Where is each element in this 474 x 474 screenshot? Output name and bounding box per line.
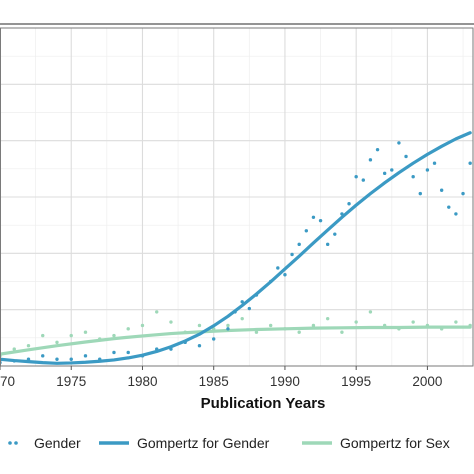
gender-point: [183, 340, 187, 345]
x-tick-label: 1970: [0, 374, 15, 389]
sex-point: [126, 327, 130, 331]
gender-point: [169, 347, 173, 351]
gender-point: [98, 357, 102, 361]
gender-point: [55, 357, 59, 361]
sex-point: [283, 327, 287, 331]
gender-point: [268, 279, 273, 284]
sex-point: [368, 310, 373, 314]
gender-point: [425, 168, 430, 172]
x-axis-title: Publication Years: [201, 395, 326, 412]
gender-point: [333, 232, 337, 236]
sex-point: [183, 330, 187, 334]
gender-point: [276, 266, 280, 270]
sex-point: [98, 337, 102, 341]
gender-point: [297, 242, 301, 247]
gender-point: [454, 212, 458, 216]
x-tick-label: 1995: [341, 374, 371, 389]
gender-point: [382, 171, 387, 176]
gender-point: [226, 327, 230, 331]
sex-point: [112, 333, 116, 338]
sex-point: [226, 323, 230, 328]
gender-point: [254, 293, 259, 297]
sex-point: [83, 330, 88, 334]
gender-point: [140, 354, 145, 358]
gender-point: [432, 161, 437, 165]
legend-gompertz-sex-label: Gompertz for Sex: [340, 435, 450, 451]
x-tick-label: 1975: [56, 374, 86, 389]
sex-point: [69, 333, 73, 338]
gender-point: [155, 347, 159, 351]
series-layer: [0, 131, 472, 365]
x-tick-label: 2000: [412, 374, 442, 389]
gender-point: [41, 354, 45, 358]
gender-point: [397, 141, 401, 145]
gender-point: [247, 306, 252, 311]
gender-point: [347, 202, 351, 206]
gender-point: [233, 310, 237, 314]
sex-point: [454, 320, 458, 324]
x-tick-label: 1990: [270, 374, 300, 389]
sex-point: [254, 330, 259, 334]
sex-point: [311, 323, 316, 328]
legend-gender-marker-dot-2: [14, 441, 18, 445]
x-tick-label: 1985: [199, 374, 229, 389]
gender-point: [197, 344, 202, 348]
gender-point: [112, 350, 116, 355]
sex-point: [411, 320, 415, 324]
sex-point: [140, 323, 145, 328]
legend-gompertz-gender-label: Gompertz for Gender: [137, 435, 270, 451]
gender-point: [26, 357, 31, 361]
sex-point: [297, 330, 301, 334]
sex-point: [397, 327, 401, 331]
x-tick-label: 1980: [127, 374, 157, 389]
gender-point: [12, 359, 16, 363]
sex-point: [325, 316, 330, 321]
sex-point: [340, 330, 344, 334]
sex-point: [439, 327, 444, 331]
gender-point: [311, 215, 316, 219]
gender-point: [411, 175, 415, 179]
gender-point: [468, 161, 472, 165]
sex-point: [354, 320, 358, 324]
sex-point: [268, 323, 273, 328]
sex-point: [382, 323, 387, 328]
gender-point: [368, 158, 373, 162]
gender-point: [361, 178, 365, 182]
sex-point: [41, 333, 45, 338]
gender-point: [461, 191, 465, 196]
gender-point: [325, 242, 330, 247]
sex-point: [240, 316, 244, 321]
sex-point: [55, 340, 59, 345]
sex-point: [425, 323, 430, 328]
gender-point: [318, 218, 323, 223]
gender-point: [240, 300, 244, 304]
gender-point: [439, 188, 444, 192]
plot-panel-border: [0, 27, 474, 367]
legend-gender-label: Gender: [34, 435, 81, 451]
gender-point: [418, 191, 422, 196]
gender-point: [375, 147, 380, 152]
gender-point: [447, 205, 451, 209]
gender-point: [404, 154, 408, 159]
sex-point: [169, 320, 173, 324]
x-axis-ticks: 1970 1975 1980 1985 1990 1995 2000: [0, 366, 442, 389]
gender-point: [212, 337, 216, 341]
gender-point: [283, 273, 287, 277]
sex-point: [197, 323, 202, 328]
sex-point: [155, 310, 159, 314]
gender-point: [304, 229, 309, 233]
gender-point: [340, 212, 344, 216]
sex-point: [468, 323, 472, 328]
gender-point: [69, 357, 73, 361]
legend: Gender Gompertz for Gender Gompertz for …: [8, 435, 450, 451]
legend-gender-marker-dot-1: [8, 441, 12, 445]
gender-point: [126, 350, 130, 355]
gender-point: [390, 168, 394, 172]
sex-point: [12, 347, 16, 351]
sex-point: [26, 344, 31, 348]
gender-point: [354, 175, 358, 179]
gender-point: [290, 252, 294, 257]
gender-point: [83, 354, 88, 358]
